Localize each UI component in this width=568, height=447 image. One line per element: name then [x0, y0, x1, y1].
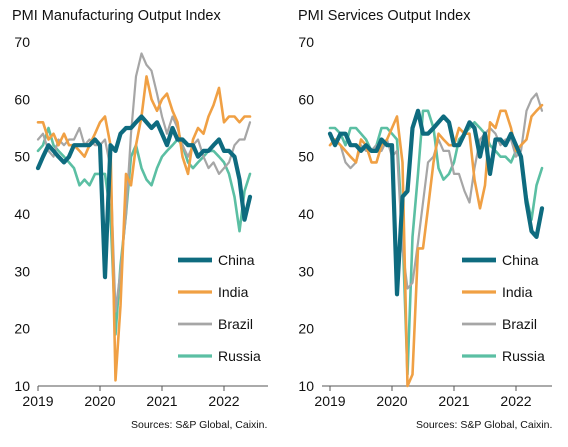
manufacturing-chart: 10 20 30 40 50 60 70 2019 2020 2021 2022 China India…: [14, 34, 268, 409]
x-tick-label: 2020: [376, 393, 407, 409]
y-tick-label: 70: [298, 34, 314, 50]
series-line-china: [327, 108, 545, 297]
y-tick-label: 70: [14, 34, 30, 50]
source-note-manufacturing: Sources: S&P Global, Caixin.: [131, 419, 268, 431]
chart-title-manufacturing: PMI Manufacturing Output Index: [12, 8, 221, 24]
x-tick-label: 2019: [314, 393, 345, 409]
legend-label-china: China: [218, 252, 255, 268]
services-chart: 10 20 30 40 50 60 70 2019 2020 2021 2022 China India…: [298, 34, 552, 409]
y-tick-label: 30: [14, 263, 30, 279]
legend-label-brazil: Brazil: [502, 316, 537, 332]
y-tick-label: 10: [14, 378, 30, 394]
y-tick-label: 40: [14, 206, 30, 222]
legend-label-india: India: [218, 284, 249, 300]
y-tick-label: 30: [298, 263, 314, 279]
y-tick-label: 50: [14, 149, 30, 165]
y-tick-label: 60: [14, 91, 30, 107]
y-tick-label: 20: [298, 321, 314, 337]
x-tick-label: 2021: [146, 393, 177, 409]
legend-label-russia: Russia: [502, 348, 545, 364]
y-tick-label: 10: [298, 378, 314, 394]
x-tick-label: 2019: [22, 393, 53, 409]
series-line-china: [35, 114, 253, 280]
y-tick-label: 50: [298, 149, 314, 165]
x-tick-label: 2021: [438, 393, 469, 409]
x-tick-label: 2022: [208, 393, 239, 409]
y-tick-label: 40: [298, 206, 314, 222]
legend-label-india: India: [502, 284, 533, 300]
legend-label-brazil: Brazil: [218, 316, 253, 332]
y-tick-label: 20: [14, 321, 30, 337]
chart-title-services: PMI Services Output Index: [298, 8, 471, 24]
legend-label-russia: Russia: [218, 348, 261, 364]
legend-label-china: China: [502, 252, 539, 268]
x-tick-label: 2020: [84, 393, 115, 409]
source-note-services: Sources: S&P Global, Caixin.: [416, 419, 553, 431]
series-line-russia: [36, 126, 252, 336]
x-tick-label: 2022: [500, 393, 531, 409]
y-tick-label: 60: [298, 91, 314, 107]
series-line-brazil: [36, 52, 252, 313]
